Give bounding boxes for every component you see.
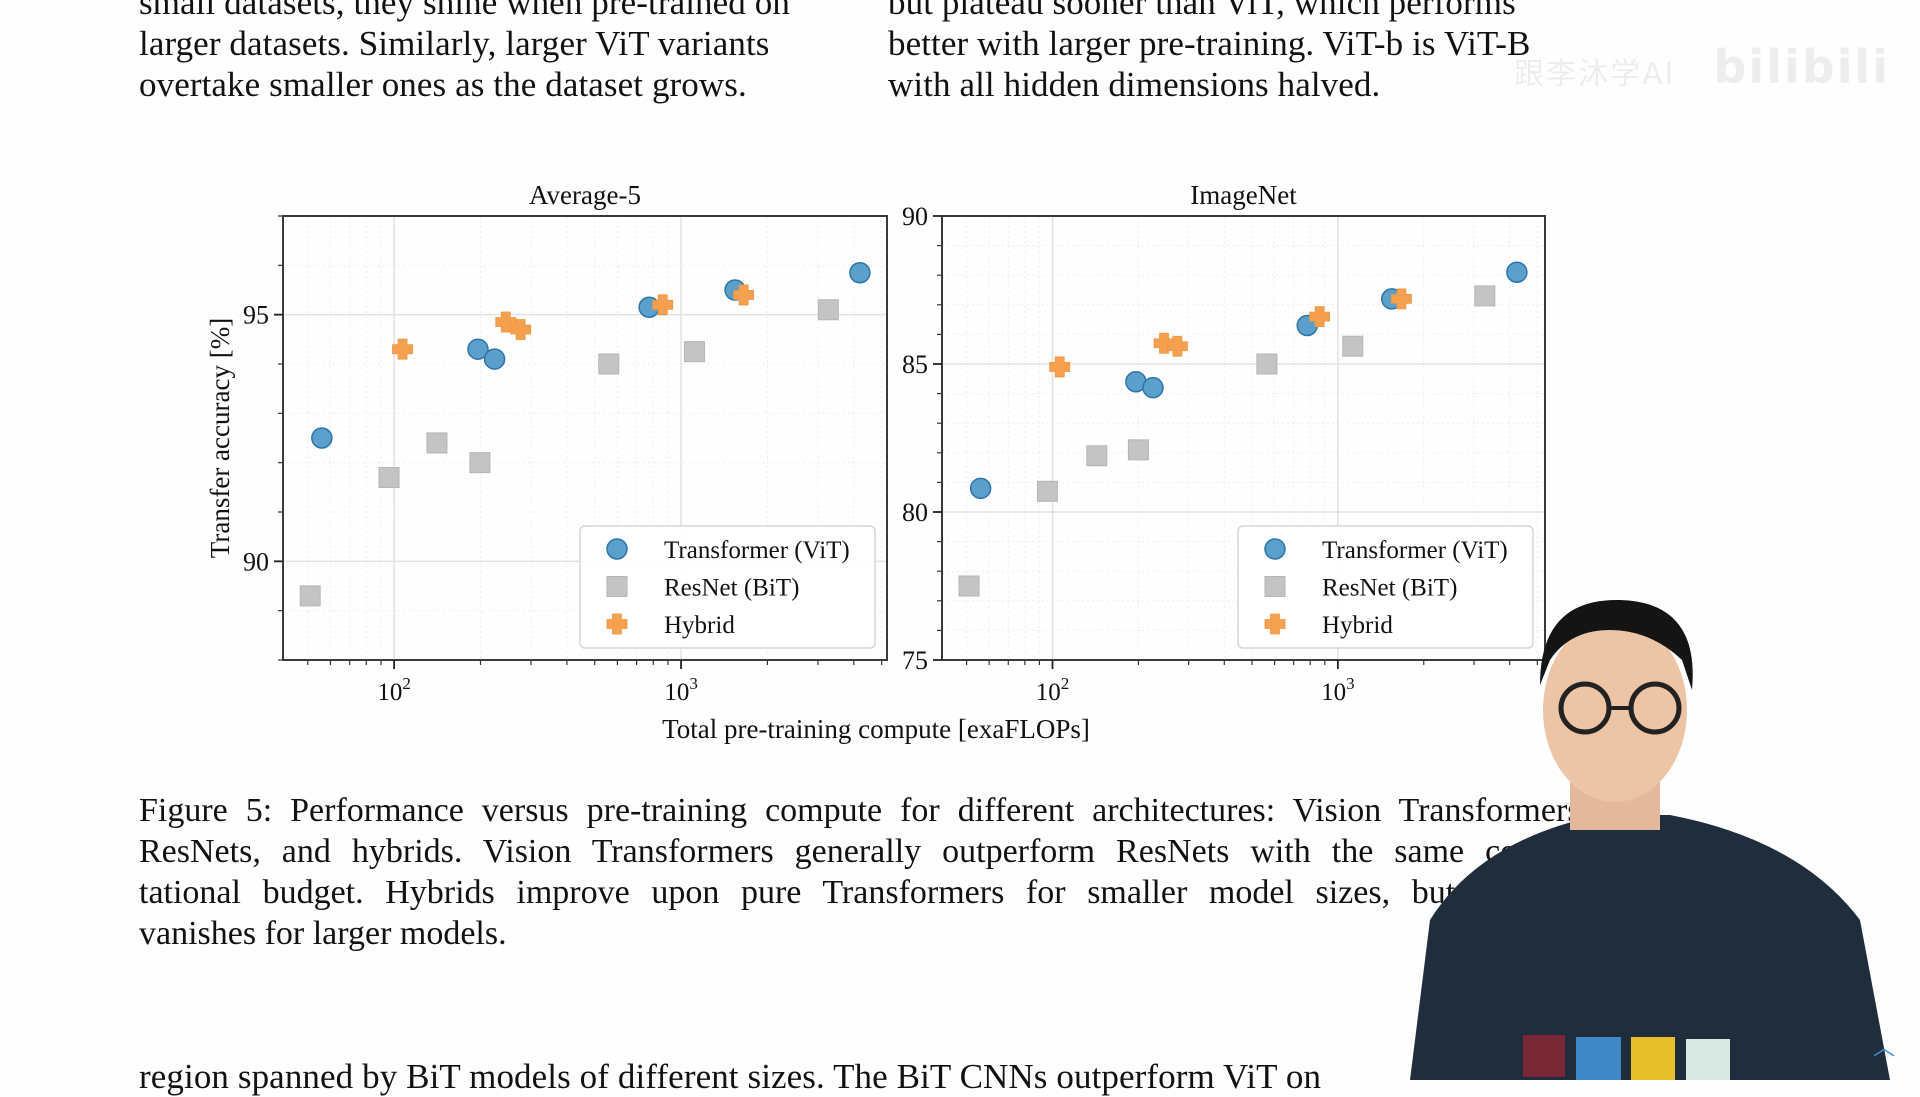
data-point-plus bbox=[1391, 288, 1412, 310]
y-tick-label: 90 bbox=[243, 547, 269, 576]
data-point-square bbox=[598, 353, 620, 375]
data-point-square bbox=[299, 585, 321, 607]
bilibili-watermark: 跟李沐学AI bilibili bbox=[1514, 40, 1890, 94]
figure-caption: Figure 5: Performance versus pre-trainin… bbox=[139, 790, 1589, 954]
bilibili-logo-icon: bilibili bbox=[1713, 40, 1890, 94]
chart-average-5: 102 103 90 95 Average-5 Transfer accuracy [%]… bbox=[205, 180, 888, 706]
shirt-patch bbox=[1686, 1039, 1730, 1080]
data-point-square bbox=[426, 432, 448, 454]
presenter-shirt bbox=[1410, 815, 1890, 1080]
series-resnet-bit bbox=[958, 285, 1496, 597]
legend-label: Hybrid bbox=[664, 612, 735, 639]
data-point-square bbox=[1256, 353, 1278, 375]
presenter-hair bbox=[1540, 599, 1693, 690]
scroll-to-top-button[interactable]: ︿ bbox=[1872, 1036, 1895, 1061]
data-point-square bbox=[1036, 480, 1058, 502]
chart-title: ImageNet bbox=[1190, 180, 1297, 210]
x-tick-label: 102 bbox=[1036, 674, 1070, 706]
legend-marker-square bbox=[606, 576, 628, 597]
data-point-plus bbox=[1167, 335, 1188, 357]
chart-imagenet: 102 103 75 80 85 90 ImageNet Transformer (ViT) R… bbox=[902, 180, 1546, 706]
y-tick-label: 75 bbox=[902, 646, 928, 675]
x-tick-label: 103 bbox=[664, 674, 698, 706]
legend-marker-circle bbox=[606, 538, 628, 560]
channel-name: 跟李沐学AI bbox=[1514, 56, 1676, 92]
data-point-plus bbox=[392, 338, 413, 360]
legend-marker-square bbox=[1264, 576, 1286, 597]
data-point-circle bbox=[1506, 261, 1528, 283]
data-point-circle bbox=[969, 477, 992, 500]
x-tick-label: 103 bbox=[1321, 674, 1355, 706]
data-point-square bbox=[378, 466, 400, 488]
y-axis-label: Transfer accuracy [%] bbox=[205, 318, 235, 558]
data-point-square bbox=[684, 341, 706, 363]
data-point-plus bbox=[1309, 306, 1330, 328]
y-tick-label: 90 bbox=[902, 202, 928, 231]
legend-box bbox=[579, 525, 876, 649]
text-line: small datasets, they shine when pre-trai… bbox=[139, 0, 790, 22]
legend-box bbox=[1237, 525, 1534, 649]
series-hybrid bbox=[392, 284, 755, 360]
legend-marker-plus bbox=[1264, 613, 1286, 635]
data-point-plus bbox=[652, 294, 674, 316]
legend-marker-circle bbox=[1264, 538, 1286, 560]
legend: Transformer (ViT) ResNet (BiT) Hybrid bbox=[579, 525, 876, 649]
x-axis-label: Total pre-training compute [exaFLOPs] bbox=[662, 714, 1090, 744]
text-line: but plateau sooner than ViT, which perfo… bbox=[888, 0, 1516, 22]
data-point-circle bbox=[849, 261, 871, 284]
text-line: with all hidden dimensions halved. bbox=[888, 65, 1381, 104]
data-point-plus bbox=[510, 319, 532, 340]
legend-label: Hybrid bbox=[1322, 612, 1393, 639]
data-point-square bbox=[958, 575, 980, 597]
series-hybrid bbox=[1049, 288, 1412, 378]
legend: Transformer (ViT) ResNet (BiT) Hybrid bbox=[1237, 525, 1534, 649]
data-point-square bbox=[817, 299, 839, 321]
presenter-video bbox=[1410, 599, 1890, 1080]
y-tick-label: 85 bbox=[902, 350, 928, 379]
y-tick-label: 80 bbox=[902, 498, 928, 527]
shirt-patch bbox=[1523, 1035, 1565, 1077]
data-point-square bbox=[469, 452, 491, 474]
data-point-square bbox=[1342, 335, 1364, 357]
series-transformer-vit bbox=[969, 261, 1528, 500]
text-line-bottom: region spanned by BiT models of differen… bbox=[139, 1057, 1322, 1096]
legend-label: Transformer (ViT) bbox=[664, 537, 850, 564]
text-line: better with larger pre-training. ViT-b i… bbox=[888, 24, 1531, 63]
data-point-square bbox=[1474, 285, 1496, 307]
caption-line: tational budget. Hybrids improve upon pu… bbox=[139, 874, 1589, 911]
caption-line: Figure 5: Performance versus pre-trainin… bbox=[139, 792, 1589, 829]
series-transformer-vit bbox=[311, 261, 871, 449]
data-point-circle bbox=[467, 338, 489, 360]
caption-line: ResNets, and hybrids. Vision Transformer… bbox=[139, 833, 1589, 870]
plot-frame bbox=[941, 215, 1546, 661]
data-point-circle bbox=[311, 427, 333, 449]
data-point-circle bbox=[483, 348, 506, 370]
shirt-patch bbox=[1576, 1037, 1621, 1080]
shirt-patch bbox=[1631, 1037, 1675, 1080]
caption-line: vanishes for larger models. bbox=[139, 915, 507, 952]
plot-frame bbox=[282, 215, 888, 661]
x-tick-label: 102 bbox=[377, 674, 411, 706]
data-point-circle bbox=[1142, 376, 1164, 399]
data-point-plus bbox=[1049, 356, 1071, 378]
text-line: overtake smaller ones as the dataset gro… bbox=[139, 65, 747, 104]
data-point-square bbox=[1086, 445, 1108, 467]
series-resnet-bit bbox=[299, 299, 839, 607]
text-line: larger datasets. Similarly, larger ViT v… bbox=[139, 24, 770, 63]
legend-label: ResNet (BiT) bbox=[664, 575, 799, 602]
legend-label: Transformer (ViT) bbox=[1322, 537, 1508, 564]
data-point-plus bbox=[733, 284, 755, 306]
legend-label: ResNet (BiT) bbox=[1322, 575, 1457, 602]
y-tick-label: 95 bbox=[243, 301, 269, 330]
legend-marker-plus bbox=[606, 613, 628, 635]
data-point-square bbox=[1127, 439, 1149, 461]
data-point-plus bbox=[1153, 332, 1175, 354]
chart-title: Average-5 bbox=[529, 180, 641, 210]
